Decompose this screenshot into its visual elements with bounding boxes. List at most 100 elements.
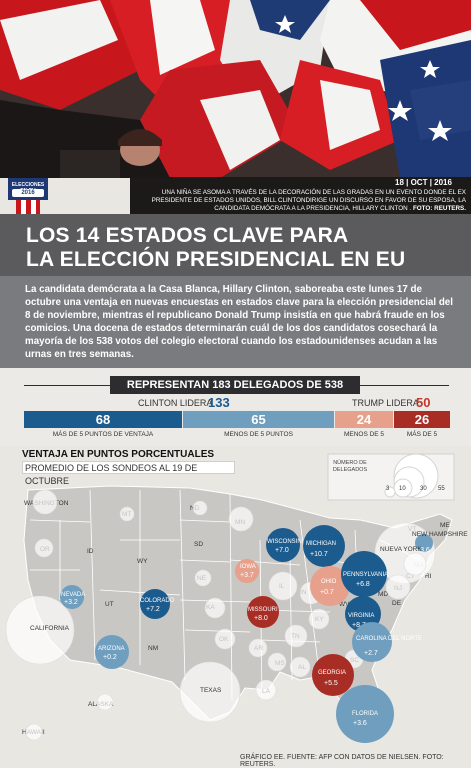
trump-lead-label: TRUMP LIDERA	[352, 398, 419, 408]
svg-text:NEW HAMPSHIRE: NEW HAMPSHIRE	[412, 531, 468, 538]
delegate-circles-other	[5, 489, 436, 741]
key-state-missouri: MISSOURI +8.0	[247, 596, 279, 628]
delegate-circle-alaska	[96, 693, 114, 711]
delegate-circle-illinois	[268, 571, 298, 601]
segment-caption-trump-strong: MÁS DE 5	[406, 431, 438, 438]
intro-band	[0, 276, 471, 368]
delegate-circle-kentucky	[308, 608, 330, 630]
headline-line-1: LOS 14 ESTADOS CLAVE PARA	[26, 224, 349, 247]
key-state-arizona: ARIZONA +0.2	[95, 635, 129, 669]
svg-text:MICHIGAN: MICHIGAN	[306, 541, 336, 547]
delegate-circle-montana	[119, 506, 135, 522]
svg-text:+8.0: +8.0	[254, 615, 268, 622]
delegate-circle-nebraska	[194, 569, 212, 587]
delegate-circle-mississippi	[267, 652, 287, 672]
delegate-circle-hawaii	[25, 723, 43, 741]
segment-caption-clinton-lean: MENOS DE 5 PUNTOS	[224, 431, 293, 438]
state-label-california: CALIFORNIA	[30, 625, 70, 632]
state-label-nm: NM	[148, 645, 158, 652]
key-state-georgia: GEORGIA +5.5	[312, 654, 354, 696]
delegate-circle-louisiana	[255, 679, 277, 701]
state-label-md: MD	[378, 591, 388, 598]
delegate-circle-north-dakota	[192, 500, 208, 516]
svg-text:+8.7: +8.7	[352, 622, 366, 629]
segment-trump-strong: 26	[394, 411, 450, 428]
delegate-circle-alabama	[289, 656, 311, 678]
svg-text:IOWA: IOWA	[240, 564, 256, 570]
svg-text:FLORIDA: FLORIDA	[352, 711, 378, 717]
us-map: WASHINGTON OR ID MT WY UT ND SD NE KA OK…	[5, 453, 468, 743]
delegate-circle-kansas	[204, 597, 226, 619]
map-subtitle: PROMEDIO DE LOS SONDEOS AL 19 DE OCTUBRE	[22, 461, 235, 486]
key-state-florida: FLORIDA +3.6	[336, 685, 394, 743]
legend-value-55: 55	[438, 486, 445, 492]
legend-title: NÚMERO DE DELEGADOS	[332, 460, 368, 473]
svg-text:COLORADO: COLORADO	[140, 598, 175, 604]
footer-credit: GRÁFICO EE. FUENTE: AFP CON DATOS DE NIE…	[240, 754, 444, 768]
key-state-iowa: IOWA +3.7	[235, 559, 259, 583]
trump-lead-total: 50	[416, 395, 431, 410]
delegate-circle-tennessee	[284, 624, 308, 648]
segment-clinton-lean: 65	[183, 411, 334, 428]
svg-text:+2.7: +2.7	[364, 650, 378, 657]
state-label-ut: UT	[105, 601, 114, 608]
state-label-wv: WV	[339, 601, 350, 608]
badge-year: 2016	[12, 189, 44, 197]
photo-date: 18 | OCT | 2016	[395, 178, 452, 187]
clinton-lead-total: 133	[208, 395, 230, 410]
delegate-circle-texas	[179, 661, 241, 723]
svg-text:+7.0: +7.0	[275, 547, 289, 554]
svg-text:MISSOURI: MISSOURI	[248, 607, 278, 613]
state-label-texas: TEXAS	[200, 687, 222, 694]
state-label-de: DE	[392, 600, 402, 607]
svg-text:+0.2: +0.2	[103, 654, 117, 661]
svg-text:PENNSYLVANIA: PENNSYLVANIA	[343, 572, 388, 578]
svg-text:OHIO: OHIO	[321, 579, 337, 585]
svg-text:+0.7: +0.7	[320, 589, 334, 596]
key-state-wisconsin: WISCONSIN +7.0	[266, 528, 302, 562]
key-state-michigan: MICHIGAN +10.7	[303, 525, 345, 567]
state-label-sd: SD	[194, 541, 203, 548]
key-state-ohio: OHIO +0.7	[310, 566, 350, 606]
legend-value-10: 10	[399, 486, 406, 492]
delegate-circle-oklahoma	[214, 628, 236, 650]
delegate-circle-arkansas	[248, 638, 268, 658]
clinton-lead-label: CLINTON LIDERA	[138, 398, 213, 408]
svg-text:+10.7: +10.7	[310, 551, 328, 558]
legend-value-3: 3	[386, 486, 390, 492]
svg-text:+3.6: +3.6	[353, 720, 367, 727]
svg-text:ARIZONA: ARIZONA	[98, 646, 125, 652]
delegate-circle-washington	[32, 489, 58, 515]
svg-text:NEVADA: NEVADA	[61, 592, 85, 598]
state-label-id: ID	[87, 548, 94, 555]
svg-text:CAROLINA DEL NORTE: CAROLINA DEL NORTE	[356, 636, 422, 642]
svg-text:WISCONSIN: WISCONSIN	[267, 539, 302, 545]
map-title: VENTAJA EN PUNTOS PORCENTUALES	[22, 449, 215, 460]
delegates-header: REPRESENTAN 183 DELEGADOS DE 538	[110, 376, 360, 394]
svg-text:+7.2: +7.2	[146, 606, 160, 613]
segment-trump-lean: 24	[335, 411, 393, 428]
svg-text:+6.8: +6.8	[356, 581, 370, 588]
hero-photo	[0, 0, 471, 178]
legend-value-30: 30	[420, 486, 427, 492]
photo-caption: UNA NIÑA SE ASOMA A TRAVÉS DE LA DECORAC…	[136, 189, 466, 213]
delegate-circle-massachusetts	[403, 552, 427, 576]
headline-band	[0, 214, 471, 276]
caption-credit: FOTO: REUTERS.	[412, 205, 466, 212]
svg-text:+5.5: +5.5	[324, 680, 338, 687]
caption-background	[130, 177, 471, 214]
state-label-wy: WY	[137, 558, 148, 565]
state-label-nueva-york: NUEVA YORK	[380, 546, 422, 553]
svg-text:+3.7: +3.7	[240, 572, 254, 579]
delegate-circle-california	[5, 595, 75, 665]
size-legend	[327, 453, 455, 501]
segment-caption-trump-lean: MENOS DE 5	[343, 431, 385, 438]
bunting-photo	[0, 0, 471, 178]
svg-text:+3.6: +3.6	[416, 547, 430, 554]
caption-text: UNA NIÑA SE ASOMA A TRAVÉS DE LA DECORAC…	[151, 189, 466, 212]
key-state-pennsylvania: PENNSYLVANIA +6.8	[341, 551, 388, 597]
key-state-nevada: NEVADA +3.2	[60, 585, 85, 609]
delegate-circle-oregon	[34, 538, 54, 558]
delegate-circle-new-jersey	[385, 574, 411, 600]
delegate-circle-minnesota	[228, 506, 254, 532]
